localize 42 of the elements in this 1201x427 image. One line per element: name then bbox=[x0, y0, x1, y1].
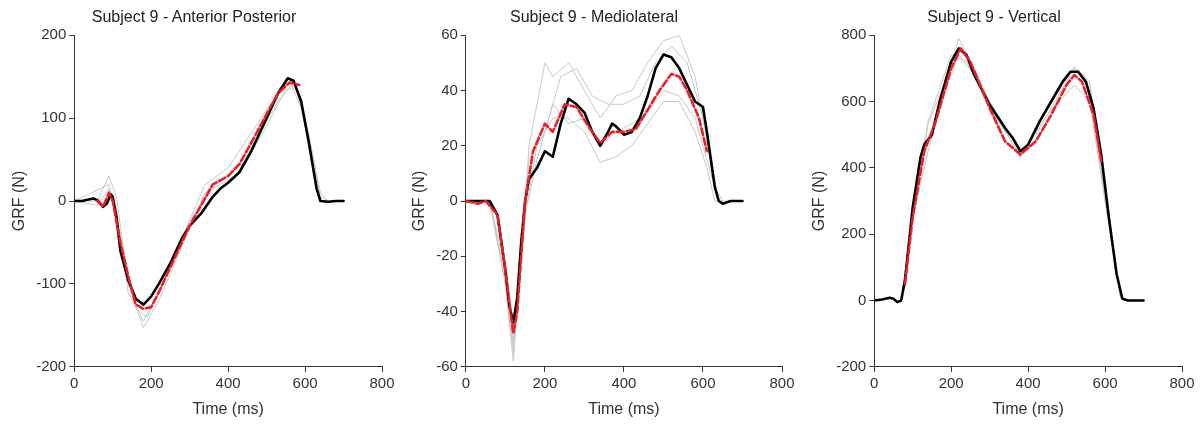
y-tick-label: -40 bbox=[436, 301, 458, 319]
x-tick-label: 800 bbox=[1169, 373, 1195, 391]
x-tick-label: 0 bbox=[461, 373, 471, 391]
y-tick-label: 800 bbox=[841, 25, 867, 43]
x-tick-label: 400 bbox=[215, 373, 241, 391]
y-tick-label: 60 bbox=[441, 25, 458, 43]
y-tick-label: 100 bbox=[41, 108, 67, 126]
y-tick-label: 200 bbox=[841, 224, 867, 242]
y-tick-label: 20 bbox=[441, 135, 458, 153]
y-tick-label: 0 bbox=[857, 290, 867, 308]
x-axis-title: Time (ms) bbox=[588, 399, 660, 417]
x-tick-label: 0 bbox=[870, 373, 879, 391]
chart-title: Subject 9 - Vertical bbox=[927, 8, 1061, 26]
x-tick-label: 600 bbox=[1092, 373, 1118, 391]
x-tick-label: 200 bbox=[532, 373, 558, 391]
chart-title: Subject 9 - Mediolateral bbox=[509, 8, 679, 26]
x-tick-label: 0 bbox=[70, 373, 79, 391]
y-tick-label: -60 bbox=[436, 356, 458, 374]
y-tick-label: 0 bbox=[57, 191, 67, 209]
y-tick-label: 40 bbox=[441, 80, 458, 98]
y-tick-label: -200 bbox=[36, 356, 67, 374]
y-tick-label: -200 bbox=[836, 356, 867, 374]
y-tick-label: -100 bbox=[36, 274, 67, 292]
y-axis-title: GRF (N) bbox=[10, 170, 28, 232]
x-tick-label: 600 bbox=[690, 373, 716, 391]
y-axis-title: GRF (N) bbox=[410, 170, 428, 232]
x-tick-label: 800 bbox=[769, 373, 795, 391]
y-axis-title: GRF (N) bbox=[810, 170, 828, 232]
x-tick-label: 200 bbox=[938, 373, 964, 391]
y-tick-label: -20 bbox=[436, 246, 458, 264]
x-tick-label: 200 bbox=[138, 373, 164, 391]
y-tick-label: 600 bbox=[841, 91, 867, 109]
x-tick-label: 400 bbox=[611, 373, 637, 391]
chart-title: Subject 9 - Anterior Posterior bbox=[91, 8, 297, 26]
x-axis-title: Time (ms) bbox=[192, 399, 264, 417]
y-tick-label: 400 bbox=[841, 157, 867, 175]
x-axis-title: Time (ms) bbox=[992, 399, 1064, 417]
x-tick-label: 600 bbox=[292, 373, 318, 391]
x-tick-label: 400 bbox=[1015, 373, 1041, 391]
y-tick-label: 0 bbox=[449, 191, 458, 209]
x-tick-label: 800 bbox=[369, 373, 395, 391]
y-tick-label: 200 bbox=[41, 25, 67, 43]
